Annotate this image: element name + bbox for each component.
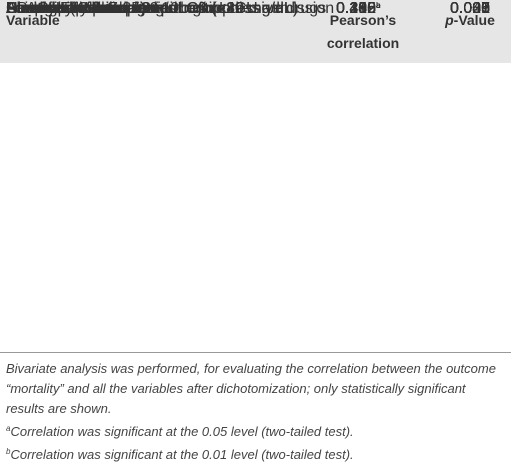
header-row: Variable Pearson’s correlation p-Value <box>0 0 511 63</box>
correlation-cell: 0.405b <box>336 0 381 18</box>
footnote-mark: b <box>376 1 381 10</box>
footnote: aCorrelation was significant at the 0.05… <box>6 419 506 442</box>
variable-cell: Respiratory failure <box>6 0 136 17</box>
notes: Bivariate analysis was performed, for ev… <box>6 359 506 465</box>
correlation-cell: 0.305b <box>336 0 381 18</box>
footnote-mark: b <box>376 1 381 10</box>
variable-cell: Positive antiphospholipid antibodies <box>6 0 260 17</box>
variable-cell: Pleural effusion <box>6 0 116 17</box>
variable-cell: APACHE II score ≥20 <box>6 0 159 17</box>
correlation-cell: 0.182a <box>336 0 381 18</box>
footnote-mark: b <box>376 1 381 10</box>
p-value-cell: 0.030 <box>449 0 491 17</box>
header-cell: Pearson’s <box>329 12 397 28</box>
variable-cell: Hemoglobin level ≤8 g/dL <box>6 0 187 17</box>
p-value-cell: 0.049 <box>449 0 491 17</box>
footnote-mark: b <box>376 1 381 10</box>
p-value-cell: 0.000 <box>449 0 491 17</box>
correlation-value: 0.196 <box>336 0 377 17</box>
correlation-cell: 0.260b <box>336 0 381 18</box>
p-value-cell: 0.006 <box>449 0 491 17</box>
header-cell: p-Value <box>445 12 495 28</box>
header-cell: correlation <box>326 35 400 51</box>
correlation-cell: 0.256b <box>336 0 381 18</box>
correlation-cell: 0.306b <box>336 0 381 18</box>
rule <box>0 352 511 353</box>
correlation-cell: 0.196a <box>336 0 381 18</box>
correlation-cell: 0.409b <box>336 0 381 18</box>
correlation-value: 0.292 <box>336 0 377 17</box>
correlation-value: 0.202 <box>336 0 377 17</box>
correlation-value: 0.248 <box>336 0 377 17</box>
footnote-text: Correlation was significant at the 0.05 … <box>10 424 354 439</box>
p-value-cell: 0.001 <box>449 0 491 17</box>
header-text: -Value <box>453 12 495 28</box>
p-value-cell: 0.001 <box>449 0 491 17</box>
p-value-cell: 0.005 <box>449 0 491 17</box>
p-value-cell: 0.037 <box>449 0 491 17</box>
variable-cell: Acute heart failure <box>6 0 136 17</box>
correlation-value: 0.306 <box>336 0 377 17</box>
correlation-value: 0.409 <box>336 0 377 17</box>
correlation-cell: 0.248a <box>336 0 381 18</box>
correlation-cell: 0.202a <box>336 0 381 18</box>
footnote-mark: b <box>376 1 381 10</box>
footnote-mark: a <box>376 1 381 10</box>
variable-cell: Low level of complement C4 (<12 mg/dL) <box>6 0 299 17</box>
footnote-mark: b <box>6 447 11 456</box>
p-value-cell: 0.026 <box>449 0 491 17</box>
variable-cell: Use of cytostatic agents before ICU admi… <box>6 0 335 17</box>
variable-cell: Shock at ICU admission <box>6 0 177 17</box>
p-value-cell: 0.031 <box>449 0 491 17</box>
correlation-value: 0.260 <box>336 0 377 17</box>
footnote-mark: a <box>376 1 381 10</box>
correlation-cell: 0.218a <box>336 0 381 18</box>
footnote-mark: a <box>376 1 381 10</box>
correlation-cell: 0.292b <box>336 0 381 18</box>
footnote-mark: a <box>376 1 381 10</box>
correlation-value: 0.305 <box>336 0 377 17</box>
footnote-mark: a <box>6 424 11 433</box>
p-value-cell: 0.005 <box>449 0 491 17</box>
variable-cell: Acidosis (pH ≤7.25) <box>6 0 146 17</box>
footnote-mark: a <box>376 1 381 10</box>
footnote: bCorrelation was significant at the 0.01… <box>6 442 506 465</box>
footnote-mark: b <box>376 1 381 10</box>
p-value-cell: 0.005 <box>449 0 491 17</box>
variable-cell: Change in chronic immunosuppressive drug… <box>6 0 327 17</box>
variable-cell: Low level of complement C3 (<80 mg/dL) <box>6 0 299 17</box>
correlation-value: 0.218 <box>336 0 377 17</box>
footnote-mark: a <box>376 1 381 10</box>
p-value-cell: 0.035 <box>449 0 491 17</box>
correlation-value: 0.256 <box>336 0 377 17</box>
correlation-value: 0.182 <box>336 0 377 17</box>
variable-cell: Serum procalcitonin >10 ng/mL <box>6 0 228 17</box>
footnote-mark: b <box>376 1 381 10</box>
correlation-value: 0.405 <box>336 0 377 17</box>
header-italic: p <box>445 12 454 28</box>
header-cell: Variable <box>6 12 60 28</box>
correlation-value: 0.230 <box>336 0 377 17</box>
note: Bivariate analysis was performed, for ev… <box>6 361 496 416</box>
correlation-cell: 0.230a <box>336 0 381 18</box>
